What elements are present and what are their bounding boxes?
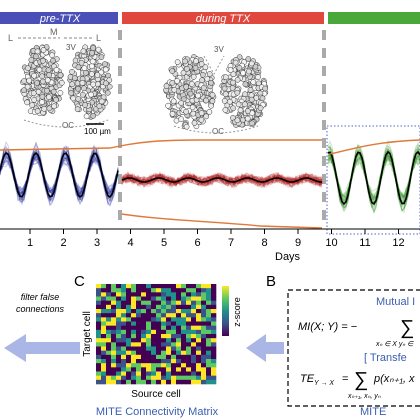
transfer-entropy-title: [ Transfe	[364, 352, 407, 364]
matrix-xlabel: Source cell	[131, 389, 180, 400]
mi-sum-subscript: xₙ ∈ X yₙ ∈	[375, 341, 414, 348]
cell-cluster	[67, 44, 113, 120]
panel-c-letter: C	[74, 273, 85, 290]
orientation-l-right: L	[96, 33, 101, 43]
post-phase-dotted-box	[326, 125, 420, 235]
te-sum-subscript: xₙ₊₁, xₙ, yₙ	[347, 393, 381, 400]
te-formula: TE	[300, 373, 315, 385]
during-ttx-bar	[122, 12, 324, 24]
third-ventricle-label-2: 3V	[214, 45, 224, 54]
timeline-tick-label: 12	[392, 237, 404, 249]
timeline-tick-label: 3	[94, 237, 100, 249]
anatomy-panel: L M L 3V 3V OC OC 100 µm	[8, 27, 269, 136]
cell-cluster	[163, 54, 217, 130]
te-subscript: Y → X	[314, 380, 334, 387]
connectivity-matrix	[96, 284, 217, 385]
trace-segment	[121, 171, 323, 190]
timeline-tick-label: 5	[161, 237, 167, 249]
timeline-tick-label: 6	[194, 237, 200, 249]
aux-line-upper	[0, 139, 322, 151]
orientation-l-left: L	[8, 33, 13, 43]
aux-line-post	[329, 139, 420, 155]
timeline-axis: 1 2 3 4 5 6 7 8 9 10 11 12 Days	[0, 228, 420, 263]
timeline-ticks: 1 2 3 4 5 6 7 8 9 10 11 12	[27, 229, 405, 249]
mi-sum-symbol: ∑	[400, 317, 414, 339]
during-ttx-label: during TTX	[196, 13, 251, 25]
pre-ttx-label: pre-TTX	[39, 13, 81, 25]
pre-ttx-bar	[0, 12, 118, 24]
panel-b-letter: B	[266, 273, 276, 290]
timeline-xlabel: Days	[275, 251, 301, 263]
timeline-traces	[0, 139, 420, 229]
timeline-tick-label: 4	[127, 237, 133, 249]
colorbar-label: z-score	[232, 297, 242, 327]
cell-cluster	[219, 54, 269, 128]
timeline-tick-label: 9	[295, 237, 301, 249]
te-term: p(xₙ₊₁, x	[373, 373, 415, 385]
cell-clusters	[20, 44, 269, 130]
mite-footer: MITE	[360, 406, 386, 418]
timeline-tick-label: 8	[261, 237, 267, 249]
colorbar: z-score	[222, 286, 242, 336]
te-sum-symbol: ∑	[354, 369, 368, 391]
filter-note-line-1: filter false	[21, 292, 60, 302]
matrix-ylabel: Target cell	[82, 311, 93, 357]
optic-chiasm-label-2: OC	[212, 127, 224, 136]
timeline-tick-label: 10	[325, 237, 337, 249]
timeline-tick-label: 7	[228, 237, 234, 249]
filter-arrow	[4, 334, 80, 362]
trace-segment	[327, 139, 420, 215]
phase-header: pre-TTX during TTX	[0, 12, 420, 25]
trace-segment	[0, 141, 119, 208]
filter-note-line-2: connections	[16, 304, 65, 314]
timeline-tick-label: 2	[60, 237, 66, 249]
orientation-arrow: L M L	[8, 27, 101, 43]
mutual-info-title: Mutual I	[376, 296, 415, 308]
orientation-m: M	[50, 27, 58, 37]
third-ventricle-label-1: 3V	[66, 43, 76, 52]
cell-cluster	[20, 44, 65, 117]
matrix-cells	[96, 284, 217, 385]
post-ttx-bar	[328, 12, 420, 24]
timeline-tick-label: 11	[359, 237, 370, 249]
aux-line-lower	[121, 213, 323, 229]
mi-formula: MI(X; Y) = −	[298, 321, 358, 333]
matrix-title: MITE Connectivity Matrix	[96, 406, 219, 418]
scale-bar-label: 100 µm	[84, 127, 111, 136]
timeline-tick-label: 1	[27, 237, 33, 249]
mite-to-matrix-arrow	[246, 334, 284, 362]
optic-chiasm-label-1: OC	[62, 121, 74, 130]
te-equals: =	[342, 373, 348, 385]
